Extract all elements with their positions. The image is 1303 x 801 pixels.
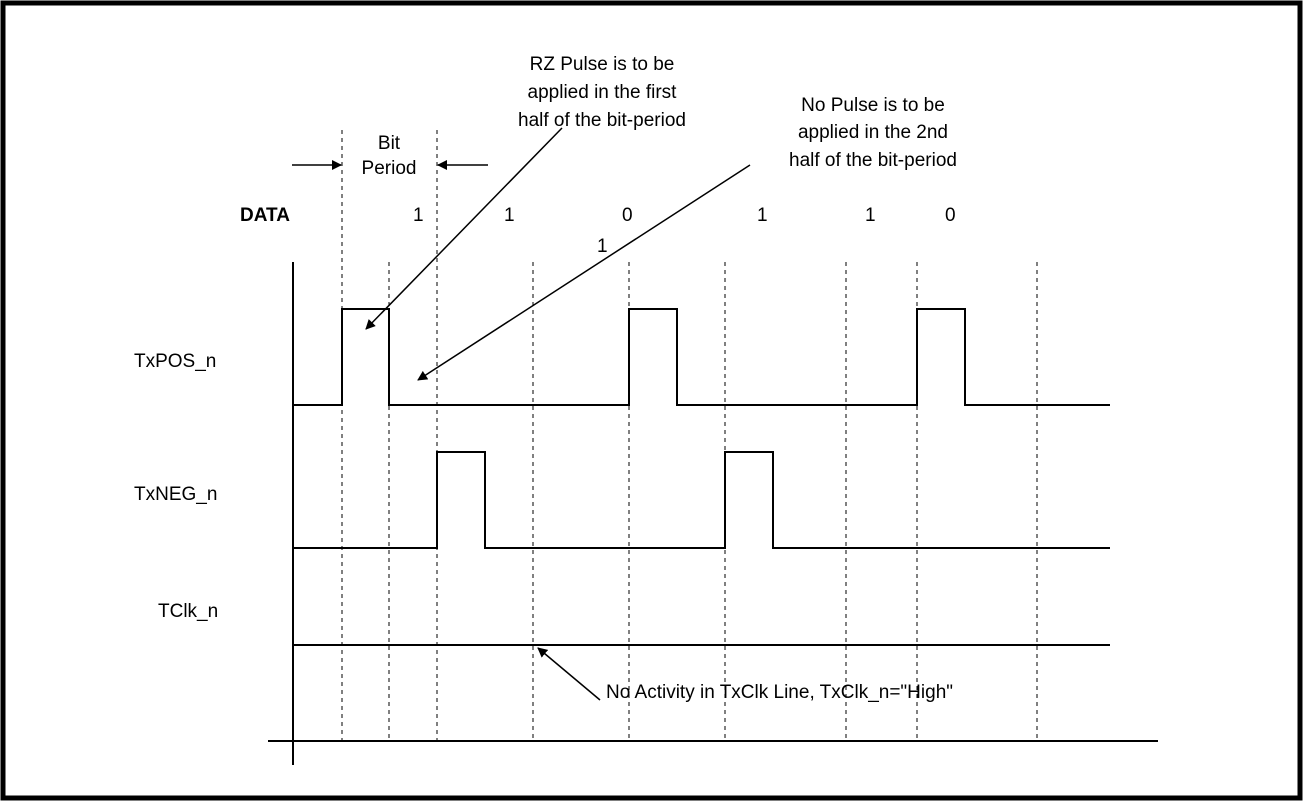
no-pulse-note-line1: No Pulse is to be <box>801 95 945 116</box>
data-bit: 0 <box>622 205 633 226</box>
rz-pulse-note-line3: half of the bit-period <box>518 110 686 131</box>
no-activity-note: No Activity in TxClk Line, TxClk_n="High… <box>606 682 953 703</box>
signal-label-txpos: TxPOS_n <box>134 351 216 372</box>
bit-period-label-top: Bit <box>378 133 401 154</box>
signal-label-tclk: TClk_n <box>158 601 218 622</box>
data-bit: 1 <box>865 205 876 226</box>
bit-period-label-bottom: Period <box>362 158 417 179</box>
no-activity-arrow <box>537 647 601 701</box>
data-bit: 0 <box>945 205 956 226</box>
txneg-waveform <box>293 451 1110 549</box>
bit-boundary-guides <box>341 130 1038 741</box>
rz-pulse-note-line1: RZ Pulse is to be <box>530 54 675 75</box>
rz-pulse-note-line2: applied in the first <box>528 82 678 103</box>
data-bit: 1 <box>413 205 424 226</box>
data-bit-stray: 1 <box>597 236 608 257</box>
data-bit: 1 <box>504 205 515 226</box>
txpos-waveform <box>293 308 1110 406</box>
data-bit: 1 <box>757 205 768 226</box>
no-pulse-note-line2: applied in the 2nd <box>798 122 948 143</box>
no-pulse-note-line3: half of the bit-period <box>789 150 957 171</box>
rz-pulse-arrow <box>365 127 563 330</box>
no-pulse-arrow <box>417 164 751 381</box>
data-row-label: DATA <box>240 205 290 226</box>
signal-label-txneg: TxNEG_n <box>134 484 217 505</box>
